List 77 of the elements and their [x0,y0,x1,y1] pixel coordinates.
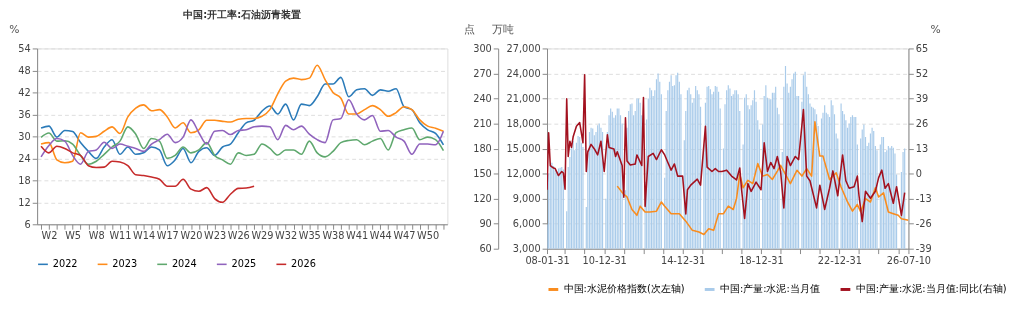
y-axis-title: 万吨 [491,23,514,37]
y3-axis-title: 点 [463,23,475,37]
y3-tick-label: 240 [473,92,492,104]
x-tick-label: 14-12-31 [660,254,706,266]
y-tick-label: 24,000 [506,67,541,79]
y-tick-label: 30 [18,130,31,142]
legend-label: 2022 [52,258,78,270]
x-tick-label: 26-07-10 [886,254,932,266]
y-tick-label: 24 [18,152,31,164]
line-series [547,74,906,223]
x-tick-label: 10-12-31 [582,254,627,266]
x-tick-label: 18-12-31 [739,254,784,266]
y-tick-label: 54 [18,42,31,54]
x-tick-label: W26 [227,230,250,242]
chart-title: 中国:开工率:石油沥青装置 [183,9,302,21]
y-tick-label: 6,000 [512,218,541,230]
y2-tick-label: -13 [915,193,932,205]
legend-label: 中国:产量:水泥:当月值:同比(右轴) [855,283,1007,295]
y-tick-label: 27,000 [506,42,541,54]
x-tick-label: W14 [133,230,156,242]
x-tick-label: W29 [251,230,274,242]
y3-tick-label: 210 [473,117,492,129]
x-tick-label: W17 [156,230,179,242]
y2-tick-label: 65 [915,42,929,54]
x-tick-label: W2 [41,230,58,242]
y-tick-label: 15,000 [506,143,541,154]
y-tick-label: 12,000 [506,168,541,180]
x-tick-label: W11 [109,230,132,242]
x-tick-label: W32 [275,230,298,242]
y-tick-label: 6 [24,218,31,230]
y2-tick-label: 26 [915,117,929,129]
x-tick-label: W35 [298,230,321,242]
legend-label: 2025 [231,258,257,270]
y-tick-label: 18,000 [506,117,541,129]
y3-tick-label: 150 [473,168,492,180]
y-tick-label: 48 [18,64,31,76]
line-series [40,145,255,204]
y2-tick-label: 52 [915,67,929,79]
y3-tick-label: 180 [473,143,492,154]
legend-label: 中国:水泥价格指数(次左轴) [563,283,685,295]
y2-axis-title: % [930,23,941,37]
y3-tick-label: 300 [473,42,492,54]
y-tick-label: 36 [18,108,31,120]
y3-tick-label: 120 [473,193,492,205]
x-tick-label: W41 [346,230,369,242]
x-tick-label: W47 [393,230,416,242]
x-tick-label: W23 [204,230,227,242]
y-tick-label: 18 [18,174,31,186]
x-tick-label: 08-01-31 [525,254,570,266]
y-tick-label: 9,000 [512,193,541,205]
y3-tick-label: 270 [473,67,492,79]
x-tick-label: W5 [65,230,82,242]
y-tick-label: 21,000 [506,92,541,104]
y2-tick-label: 13 [915,143,929,154]
y-tick-label: 42 [18,86,31,98]
x-tick-label: W50 [417,230,440,242]
x-tick-label: W8 [88,230,105,242]
legend-label: 2023 [112,258,138,270]
line-series [40,98,445,165]
y-tick-label: 3,000 [512,243,541,255]
y-tick-label: 12 [18,196,31,208]
y-axis-title: % [9,23,20,37]
x-tick-label: W38 [322,230,345,242]
y2-tick-label: -39 [915,243,932,255]
legend-label: 中国:产量:水泥:当月值 [719,283,820,295]
line-series [616,121,909,236]
y2-tick-label: -26 [915,218,932,230]
y3-tick-label: 90 [479,218,492,230]
legend-label: 2026 [291,258,316,270]
x-tick-label: W44 [369,230,392,242]
x-tick-label: 22-12-31 [817,254,862,266]
y3-tick-label: 60 [479,243,492,255]
line-series [40,126,445,165]
x-tick-label: W20 [180,230,203,242]
legend-label: 2024 [171,258,197,270]
y2-tick-label: 39 [915,92,929,104]
y2-tick-label: 0 [915,168,922,180]
